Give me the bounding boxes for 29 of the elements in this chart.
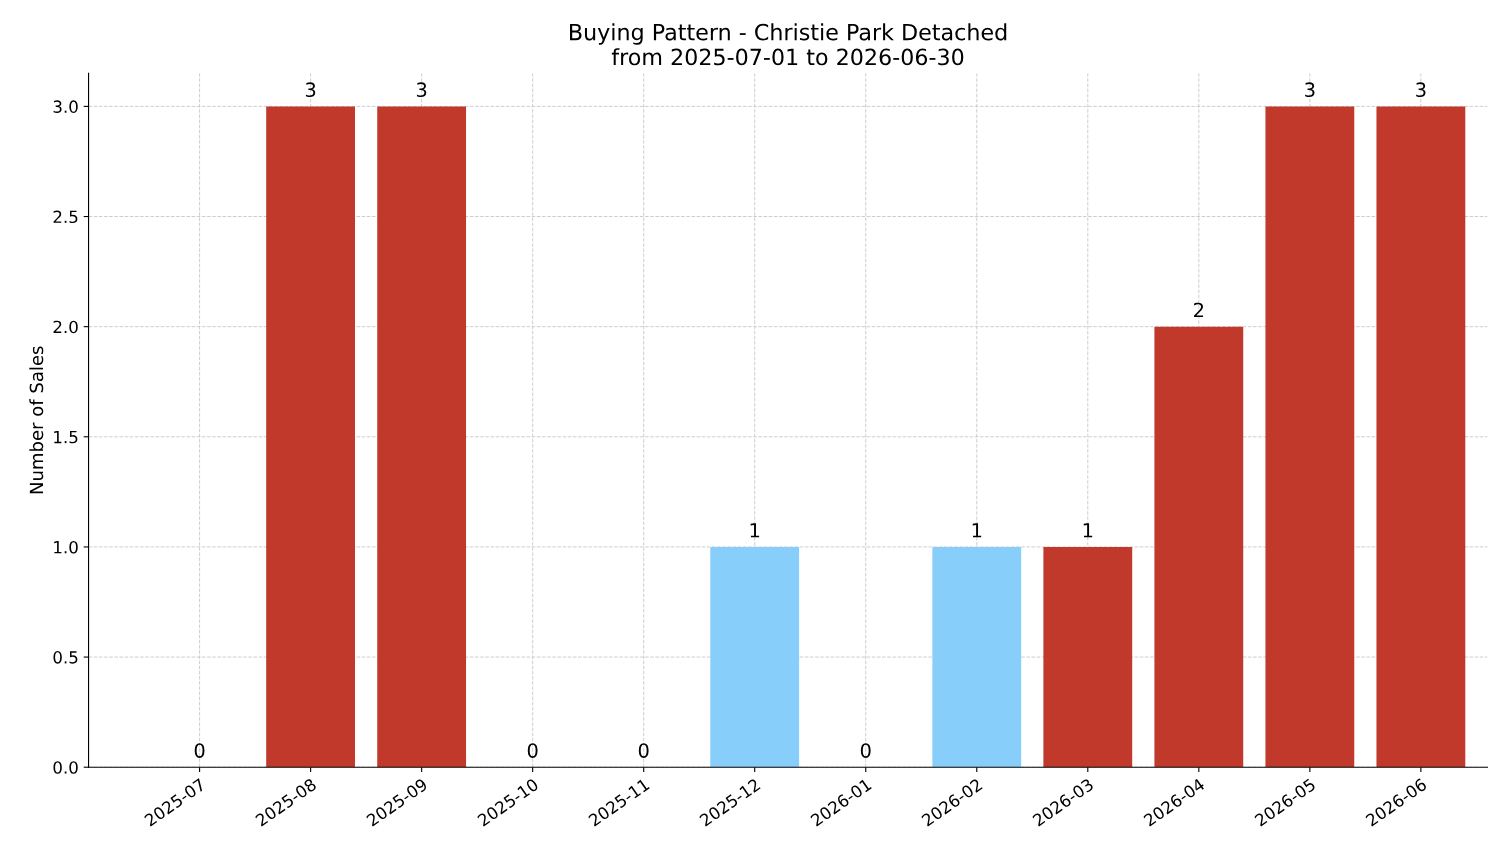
y-tick-label: 0.0 [53,761,78,774]
data-label: 3 [416,82,427,98]
data-label: 3 [1305,82,1315,98]
bar [377,106,467,768]
data-label: 2 [1194,302,1204,318]
y-tick-label: 2.5 [53,210,78,224]
data-label: 3 [305,82,316,98]
chart-title: Buying Pattern - Christie Park Detached from 2025-07-01 to 2026-06-30 [570,23,1007,66]
bar [1043,546,1133,768]
data-label: 0 [527,743,538,758]
data-label: 1 [972,523,982,538]
y-axis-title: Number of Sales [29,346,44,494]
bar [266,106,356,768]
y-tick-label: 0.5 [53,651,78,664]
bar [1154,326,1244,768]
y-tick-label: 1.0 [54,540,78,554]
bar [710,546,800,768]
y-tick-label: 1.5 [54,430,78,444]
y-tick-label: 2.0 [53,320,78,334]
data-label: 3 [1416,82,1426,98]
data-label: 1 [1083,523,1093,538]
bar [1376,106,1466,768]
data-label: 1 [750,523,760,538]
bar [1265,106,1355,768]
bar [932,546,1022,768]
y-tick-label: 3.0 [53,100,78,113]
data-label: 0 [194,743,205,758]
data-label: 0 [638,743,649,758]
data-label: 0 [860,743,871,758]
